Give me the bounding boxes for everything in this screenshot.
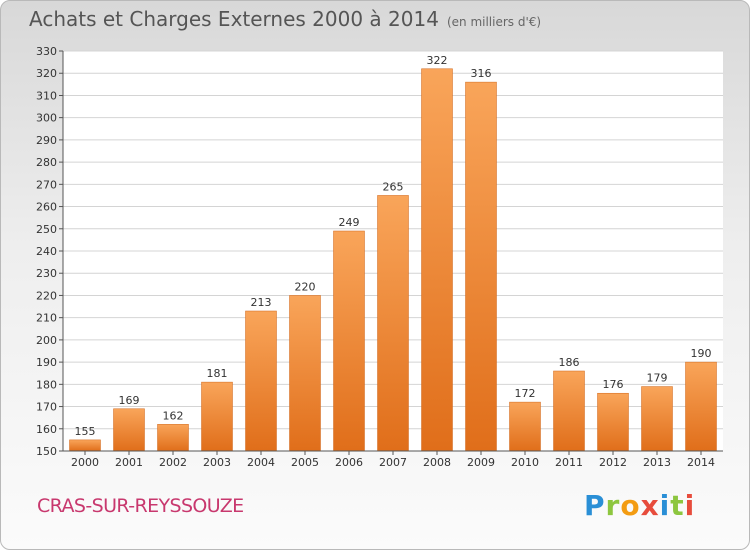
y-tick-label: 310	[36, 89, 57, 102]
data-label-2014: 190	[691, 347, 712, 360]
logo-letter: t	[670, 489, 685, 522]
y-tick-label: 210	[36, 312, 57, 325]
logo-letter: P	[584, 489, 606, 522]
chart-title: Achats et Charges Externes 2000 à 2014 (e…	[29, 7, 541, 31]
y-tick-label: 280	[36, 156, 57, 169]
data-label-2006: 249	[339, 216, 360, 229]
x-tick-label-2003: 2003	[203, 456, 231, 469]
bar-2006	[333, 230, 365, 452]
x-tick-label-2005: 2005	[291, 456, 319, 469]
bar-2011	[553, 370, 585, 452]
location-name: CRAS-SUR-REYSSOUZE	[37, 495, 244, 517]
chart-subtitle: (en milliers d'€)	[446, 15, 542, 29]
bar-2002	[157, 424, 189, 452]
data-label-2003: 181	[207, 367, 228, 380]
logo-letter: x	[640, 489, 660, 522]
bar-2010	[509, 401, 541, 452]
bar-2009	[465, 81, 497, 452]
data-label-2002: 162	[163, 409, 184, 422]
bar-2005	[289, 295, 321, 452]
y-tick-label: 190	[36, 356, 57, 369]
data-label-2012: 176	[603, 378, 624, 391]
bar-layer: 155 169 162 181 213 220 249 265 322 316 172 186 176 1…	[69, 54, 717, 452]
axis-layer: 150 160 170 180 190 200 210 220 230 240 250 260 270 2…	[36, 45, 723, 469]
data-label-2010: 172	[515, 387, 536, 400]
y-tick-label: 250	[36, 223, 57, 236]
y-tick-label: 180	[36, 378, 57, 391]
bar-2012	[597, 392, 629, 452]
y-tick-label: 150	[36, 445, 57, 458]
x-tick-label-2012: 2012	[599, 456, 627, 469]
logo-letter: i	[659, 489, 671, 522]
bar-2008	[421, 68, 453, 452]
data-label-2011: 186	[559, 356, 580, 369]
y-tick-label: 290	[36, 134, 57, 147]
x-tick-label-2002: 2002	[159, 456, 187, 469]
x-tick-label-2001: 2001	[115, 456, 143, 469]
bar-2013	[641, 386, 673, 452]
x-tick-label-2000: 2000	[71, 456, 99, 469]
logo-letter: r	[605, 489, 621, 522]
data-label-2004: 213	[251, 296, 272, 309]
x-tick-label-2011: 2011	[555, 456, 583, 469]
x-tick-label-2013: 2013	[643, 456, 671, 469]
y-tick-label: 240	[36, 245, 57, 258]
y-tick-label: 160	[36, 423, 57, 436]
y-tick-label: 270	[36, 178, 57, 191]
y-tick-label: 320	[36, 67, 57, 80]
y-tick-label: 300	[36, 112, 57, 125]
data-label-2007: 265	[383, 180, 404, 193]
y-tick-label: 260	[36, 201, 57, 214]
x-tick-label-2008: 2008	[423, 456, 451, 469]
x-tick-label-2014: 2014	[687, 456, 715, 469]
y-tick-label: 220	[36, 289, 57, 302]
bar-2000	[69, 439, 101, 452]
data-label-2008: 322	[427, 54, 448, 67]
y-tick-label: 330	[36, 45, 57, 58]
x-tick-label-2004: 2004	[247, 456, 275, 469]
proxiti-logo: Proxiti	[584, 489, 695, 522]
y-tick-label: 170	[36, 401, 57, 414]
x-tick-label-2010: 2010	[511, 456, 539, 469]
data-label-2013: 179	[647, 372, 668, 385]
data-label-2009: 316	[471, 67, 492, 80]
logo-letter: o	[620, 489, 641, 522]
y-tick-label: 230	[36, 267, 57, 280]
bar-2004	[245, 310, 277, 452]
data-label-2005: 220	[295, 280, 316, 293]
data-label-2001: 169	[119, 394, 140, 407]
x-tick-label-2007: 2007	[379, 456, 407, 469]
y-tick-label: 200	[36, 334, 57, 347]
data-label-2000: 155	[75, 425, 96, 438]
bar-2003	[201, 381, 233, 452]
chart-title-text: Achats et Charges Externes 2000 à 2014	[29, 7, 439, 31]
x-tick-label-2009: 2009	[467, 456, 495, 469]
logo-letter: i	[684, 489, 696, 522]
x-tick-label-2006: 2006	[335, 456, 363, 469]
bar-2014	[685, 361, 717, 452]
bar-2007	[377, 195, 409, 452]
bar-2001	[113, 408, 145, 452]
